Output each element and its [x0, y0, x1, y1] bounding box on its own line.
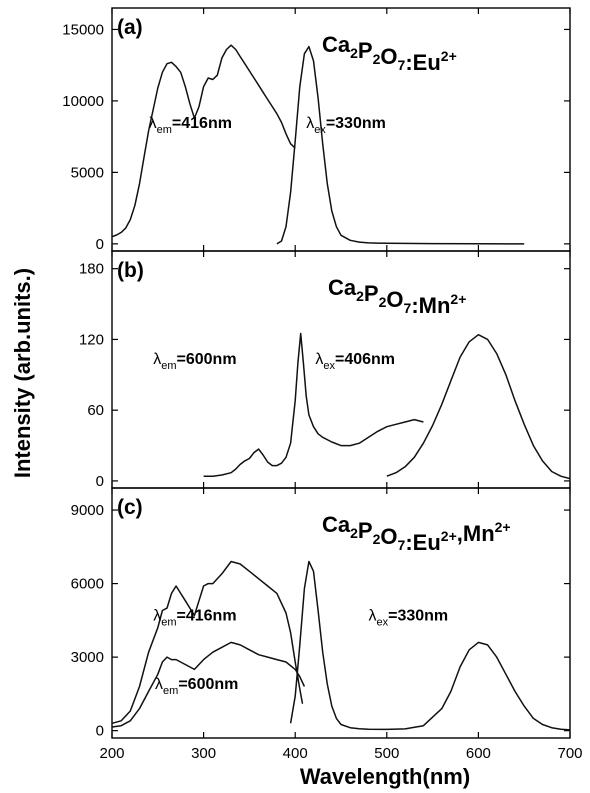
y-tick-label: 60	[87, 402, 104, 419]
y-axis-label: Intensity (arb.units.)	[10, 268, 35, 478]
wavelength-annotation: λem=416nm	[153, 607, 236, 628]
compound-formula: Ca2P2O7:Eu2+,Mn2+	[322, 512, 511, 555]
wavelength-annotation: λex=406nm	[315, 351, 395, 372]
panel-frame	[111, 487, 571, 739]
spectrum-line-1	[203, 332, 424, 477]
y-tick-label: 9000	[71, 502, 104, 519]
y-tick-label: 0	[96, 473, 104, 490]
wavelength-annotation: λem=600nm	[153, 351, 236, 372]
wavelength-annotation: λem=600nm	[155, 676, 238, 697]
spectrum-line-3	[289, 560, 571, 731]
panel-b: 0 60 120 180 (b) Ca2P2O7:Mn2+ λem=600nm λex=406…	[79, 250, 571, 490]
panel-label: (a)	[117, 16, 143, 39]
wavelength-annotation: λex=330nm	[306, 115, 386, 136]
x-tick-label: 400	[283, 745, 308, 762]
y-tick-label: 10000	[62, 93, 104, 110]
x-tick-label: 300	[191, 745, 216, 762]
y-tick-label: 5000	[71, 164, 104, 181]
spectrum-line-1	[111, 560, 304, 725]
x-tick-label: 200	[99, 745, 124, 762]
y-tick-label: 6000	[71, 576, 104, 593]
spectrum-line-2	[111, 641, 306, 728]
x-tick-label: 700	[557, 745, 582, 762]
x-tick-label: 600	[466, 745, 491, 762]
y-tick-label: 0	[96, 236, 104, 253]
y-tick-label: 180	[79, 261, 104, 278]
compound-formula: Ca2P2O7:Eu2+	[322, 32, 457, 75]
spectrum-line-2	[386, 333, 571, 480]
y-tick-label: 15000	[62, 21, 104, 38]
y-tick-label: 120	[79, 331, 104, 348]
y-tick-label: 0	[96, 723, 104, 740]
panel-label: (c)	[117, 496, 143, 519]
wavelength-annotation: λex=330nm	[368, 607, 448, 628]
x-axis-label: Wavelength(nm)	[300, 764, 470, 789]
x-tick-label: 500	[374, 745, 399, 762]
spectrum-line-1	[111, 44, 296, 238]
spectrum-line-2	[276, 45, 525, 245]
wavelength-annotation: λem=416nm	[149, 115, 232, 136]
panel-c: 0 3000 6000 9000 (c) Ca2P2O7:Eu2+,Mn2+ λem=416…	[71, 487, 583, 762]
compound-formula: Ca2P2O7:Mn2+	[328, 275, 466, 318]
panel-label: (b)	[117, 259, 144, 282]
panel-a: 0 5000 10000 15000 (a) Ca2P2O7:Eu2+ λem=416nm λ…	[62, 7, 571, 253]
y-tick-label: 3000	[71, 649, 104, 666]
